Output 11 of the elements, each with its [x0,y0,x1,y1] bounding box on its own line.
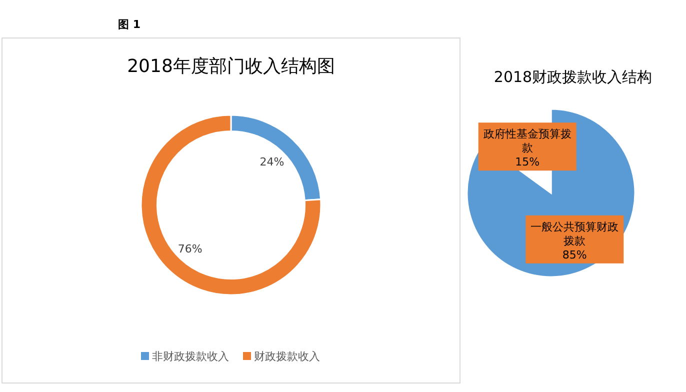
data-label: 24% [260,155,284,168]
data-label: 15% [515,156,540,169]
slice-label: 政府性基金预算拨款 [483,128,572,155]
data-label: 85% [562,248,587,262]
legend-label: 财政拨款收入 [254,350,320,363]
chart-title: 2018年度部门收入结构图 [127,56,335,77]
legend-label: 非财政拨款收入 [152,350,229,363]
slice-label: 一般公共预算财政拨款 [530,220,619,248]
caption: 图 1 [118,18,140,31]
chart-title: 2018财政拨款收入结构 [494,68,652,86]
data-label: 76% [178,242,202,256]
